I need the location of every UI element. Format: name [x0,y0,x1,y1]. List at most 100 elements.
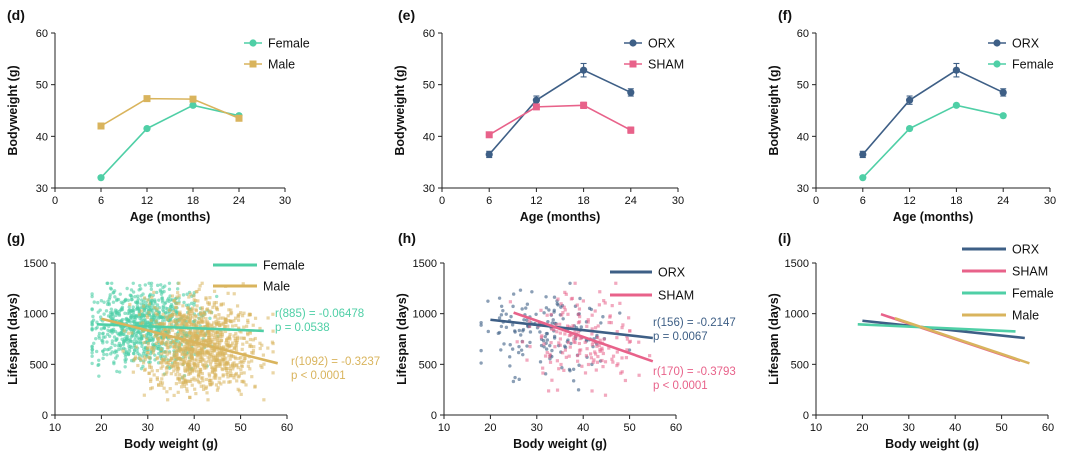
scatter-point [97,374,100,377]
scatter-point [90,292,93,295]
scatter-point [138,284,141,287]
scatter-point [217,386,220,389]
scatter-point [116,354,119,357]
scatter-point [580,325,583,328]
scatter-point [202,334,205,337]
scatter-point [513,376,516,379]
scatter-point [541,367,544,370]
legend-label-female: Female [268,37,310,51]
scatter-point [538,330,541,333]
scatter-point [193,388,196,391]
scatter-point [148,363,151,366]
data-point-female [953,102,960,109]
scatter-point [153,373,156,376]
scatter-point [618,311,621,314]
scatter-point [128,303,131,306]
scatter-point [97,359,100,362]
scatter-point [600,359,603,362]
scatter-point [124,353,127,356]
scatter-point [98,332,101,335]
scatter-point [578,320,581,323]
scatter-point [598,348,601,351]
scatter-point [155,307,158,310]
scatter-point [234,373,237,376]
y-axis-title: Lifespan (days) [6,293,20,385]
scatter-point [620,326,623,329]
scatter-point [180,353,183,356]
scatter-point [190,378,193,381]
scatter-point [175,306,178,309]
legend: Female Male [213,259,305,294]
scatter-point [197,375,200,378]
panel-letter: (g) [7,230,25,246]
annotation-female: r(885) = -0.06478 [275,308,364,320]
scatter-point [130,314,133,317]
scatter-point [129,294,132,297]
scatter-point [260,344,263,347]
scatter-point [589,352,592,355]
scatter-point [188,358,191,361]
scatter-point [528,341,531,344]
scatter-point [266,316,269,319]
scatter-point [185,387,188,390]
scatter-point [571,297,574,300]
scatter-point [225,338,228,341]
scatter-point [168,288,171,291]
scatter-point [245,325,248,328]
scatter-point [573,336,576,339]
legend: ORXSHAM [624,37,684,72]
scatter-point [497,332,500,335]
x-tick-label: 30 [672,195,684,207]
scatter-point [168,282,171,285]
series-orx [479,282,631,392]
scatter-point [169,305,172,308]
x-tick-label: 60 [1042,422,1054,434]
scatter-point [549,341,552,344]
scatter-point [135,308,138,311]
scatter-point [215,383,218,386]
scatter-point [208,317,211,320]
scatter-point [100,327,103,330]
scatter-point [591,343,594,346]
scatter-point [195,290,198,293]
x-tick-label: 40 [949,422,961,434]
scatter-point [566,313,569,316]
scatter-point [479,349,482,352]
scatter-point [190,308,193,311]
scatter-point [92,342,95,345]
scatter-point [616,350,619,353]
scatter-point [143,355,146,358]
scatter-point [189,321,192,324]
scatter-point [154,311,157,314]
scatter-point [133,335,136,338]
scatter-point [205,364,208,367]
scatter-point [142,361,145,364]
legend-label-male: Male [268,58,295,72]
scatter-point [591,314,594,317]
scatter-point [222,354,225,357]
y-tick-label: 0 [803,410,809,422]
figure: (d)304050600 6 12 18 24 30Age (months)Bodywei… [0,0,1080,465]
scatter-point [204,317,207,320]
data-point-sham [627,127,634,134]
scatter-point [150,346,153,349]
scatter-point [156,378,159,381]
scatter-point [179,329,182,332]
scatter-point [578,307,581,310]
scatter-point [177,333,180,336]
scatter-point [601,315,604,318]
scatter-point [213,290,216,293]
scatter-point [626,337,629,340]
scatter-point [529,330,532,333]
scatter-point [609,314,612,317]
scatter-point [604,394,607,397]
scatter-point [201,372,204,375]
scatter-point [136,295,139,298]
panel-f: (f)304050600 6 12 18 24 30Age (months)Bodywei… [767,7,1056,224]
scatter-point [582,299,585,302]
y-tick-label: 1000 [24,309,48,321]
scatter-point [230,344,233,347]
scatter-point [176,287,179,290]
scatter-point [596,355,599,358]
scatter-point [596,361,599,364]
